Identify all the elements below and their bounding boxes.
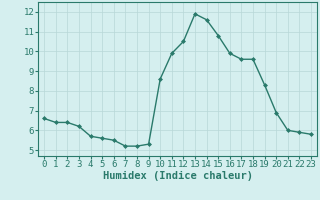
X-axis label: Humidex (Indice chaleur): Humidex (Indice chaleur) (103, 171, 252, 181)
